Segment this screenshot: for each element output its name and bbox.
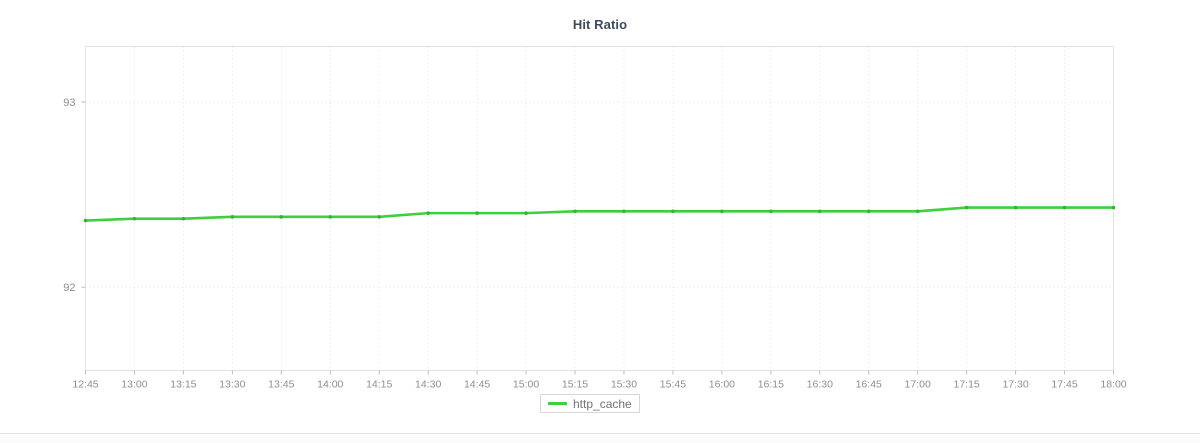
svg-text:17:00: 17:00 — [905, 379, 931, 391]
page-title: Hit Ratio — [572, 17, 628, 32]
svg-text:18:00: 18:00 — [1100, 379, 1126, 391]
svg-text:15:15: 15:15 — [562, 379, 588, 391]
svg-text:93: 93 — [63, 97, 75, 109]
data-series — [83, 205, 1116, 223]
svg-text:16:15: 16:15 — [758, 379, 784, 391]
svg-text:92: 92 — [63, 282, 75, 294]
y-axis: 92 93 — [63, 97, 86, 294]
chart-legend[interactable]: http_cache — [540, 394, 640, 413]
svg-text:13:15: 13:15 — [170, 379, 196, 391]
svg-text:13:45: 13:45 — [268, 379, 294, 391]
svg-text:12:45: 12:45 — [72, 379, 98, 391]
svg-text:14:45: 14:45 — [464, 379, 490, 391]
svg-text:15:45: 15:45 — [660, 379, 686, 391]
svg-text:16:00: 16:00 — [709, 379, 735, 391]
svg-text:16:45: 16:45 — [856, 379, 882, 391]
x-axis: 12:45 13:00 13:15 13:30 13:45 14:00 14:15 14:30… — [72, 370, 1127, 391]
gridlines — [85, 46, 1114, 371]
svg-text:17:45: 17:45 — [1051, 379, 1077, 391]
svg-text:16:30: 16:30 — [807, 379, 833, 391]
svg-text:14:15: 14:15 — [366, 379, 392, 391]
svg-text:13:00: 13:00 — [121, 379, 147, 391]
svg-text:17:15: 17:15 — [954, 379, 980, 391]
svg-text:14:30: 14:30 — [415, 379, 441, 391]
panel-footer-strip — [0, 434, 1200, 443]
svg-text:15:00: 15:00 — [513, 379, 539, 391]
svg-text:15:30: 15:30 — [611, 379, 637, 391]
legend-item-label: http_cache — [573, 396, 632, 411]
svg-text:13:30: 13:30 — [219, 379, 245, 391]
panel-divider — [0, 433, 1200, 434]
svg-text:17:30: 17:30 — [1002, 379, 1028, 391]
svg-text:14:00: 14:00 — [317, 379, 343, 391]
legend-color-swatch-icon — [548, 402, 567, 405]
